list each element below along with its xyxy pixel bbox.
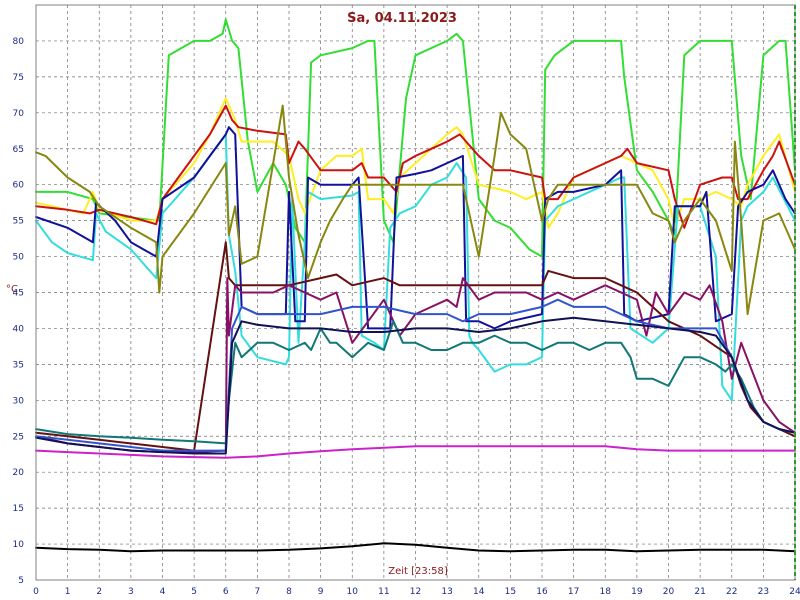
y-tick-label: 5: [18, 576, 24, 586]
series-line-11: [35, 316, 796, 455]
x-tick-label: 21: [694, 587, 705, 597]
x-tick-label: 6: [223, 587, 229, 597]
y-axis-label: °C: [6, 284, 18, 295]
series-group: [35, 18, 796, 553]
series-line-7: [35, 241, 796, 452]
chart-title: Sa, 04.11.2023: [347, 11, 457, 26]
x-tick-label: 5: [191, 587, 197, 597]
y-tick-label: 65: [13, 145, 24, 155]
y-tick-label: 20: [13, 468, 25, 478]
y-tick-label: 25: [13, 432, 24, 442]
x-tick-label: 20: [663, 587, 675, 597]
x-tick-label: 0: [33, 587, 39, 597]
y-tick-label: 15: [13, 504, 24, 514]
series-line-1: [35, 18, 796, 258]
x-tick-label: 19: [631, 587, 643, 597]
x-tick-label: 11: [378, 587, 389, 597]
series-line-8: [35, 277, 796, 454]
y-tick-label: 35: [13, 360, 24, 370]
series-line-9: [35, 320, 796, 445]
x-tick-label: 2: [96, 587, 102, 597]
x-tick-label: 7: [255, 587, 261, 597]
x-tick-label: 24: [789, 587, 800, 597]
x-tick-label: 13: [441, 587, 452, 597]
tick-labels: 0 1 2 3 4 5 6 7 8 9 10 11 12 13 14 15 16 17 18 19 20 21 22 23 24…: [13, 37, 800, 597]
x-tick-label: 16: [536, 587, 548, 597]
series-line-12: [35, 445, 796, 459]
x-tick-label: 22: [726, 587, 737, 597]
y-tick-label: 75: [13, 73, 24, 83]
y-tick-label: 55: [13, 217, 24, 227]
x-tick-label: 3: [128, 587, 134, 597]
x-tick-label: 1: [65, 587, 71, 597]
series-line-5: [35, 126, 796, 330]
y-tick-label: 10: [13, 540, 25, 550]
y-tick-label: 30: [13, 396, 25, 406]
x-tick-label: 12: [410, 587, 421, 597]
x-tick-label: 10: [347, 587, 359, 597]
x-tick-label: 17: [568, 587, 579, 597]
x-tick-label: 15: [505, 587, 516, 597]
series-line-13: [35, 542, 796, 553]
y-tick-label: 45: [13, 289, 24, 299]
series-line-10: [35, 298, 796, 452]
y-tick-label: 40: [13, 324, 25, 334]
x-tick-label: 23: [758, 587, 769, 597]
x-tick-label: 9: [318, 587, 324, 597]
series-line-6: [35, 104, 796, 316]
y-tick-label: 80: [13, 37, 25, 47]
x-tick-label: 8: [286, 587, 292, 597]
y-tick-label: 60: [13, 181, 25, 191]
x-tick-label: 18: [600, 587, 612, 597]
x-tick-label: 14: [473, 587, 485, 597]
x-tick-label: 4: [160, 587, 166, 597]
y-tick-label: 50: [13, 253, 25, 263]
y-tick-label: 70: [13, 109, 25, 119]
x-axis-label: Zeit [23:58]: [388, 566, 448, 577]
